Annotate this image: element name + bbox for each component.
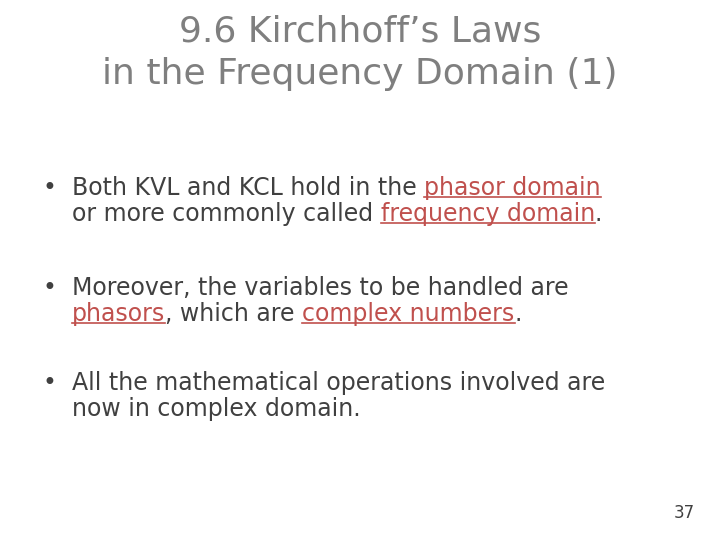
Text: •: • [42, 276, 56, 300]
Text: frequency domain: frequency domain [381, 202, 595, 226]
Text: •: • [42, 371, 56, 395]
Text: Moreover, the variables to be handled are: Moreover, the variables to be handled ar… [72, 276, 569, 300]
Text: phasors: phasors [72, 302, 166, 326]
Text: .: . [515, 302, 522, 326]
Text: now in complex domain.: now in complex domain. [72, 397, 361, 421]
Text: phasor domain: phasor domain [424, 176, 601, 200]
Text: All the mathematical operations involved are: All the mathematical operations involved… [72, 371, 606, 395]
Text: .: . [595, 202, 602, 226]
Text: 9.6 Kirchhoff’s Laws
in the Frequency Domain (1): 9.6 Kirchhoff’s Laws in the Frequency Do… [102, 15, 618, 91]
Text: or more commonly called: or more commonly called [72, 202, 381, 226]
Text: Both KVL and KCL hold in the: Both KVL and KCL hold in the [72, 176, 424, 200]
Text: •: • [42, 176, 56, 200]
Text: complex numbers: complex numbers [302, 302, 515, 326]
Text: , which are: , which are [166, 302, 302, 326]
Text: 37: 37 [674, 504, 695, 522]
